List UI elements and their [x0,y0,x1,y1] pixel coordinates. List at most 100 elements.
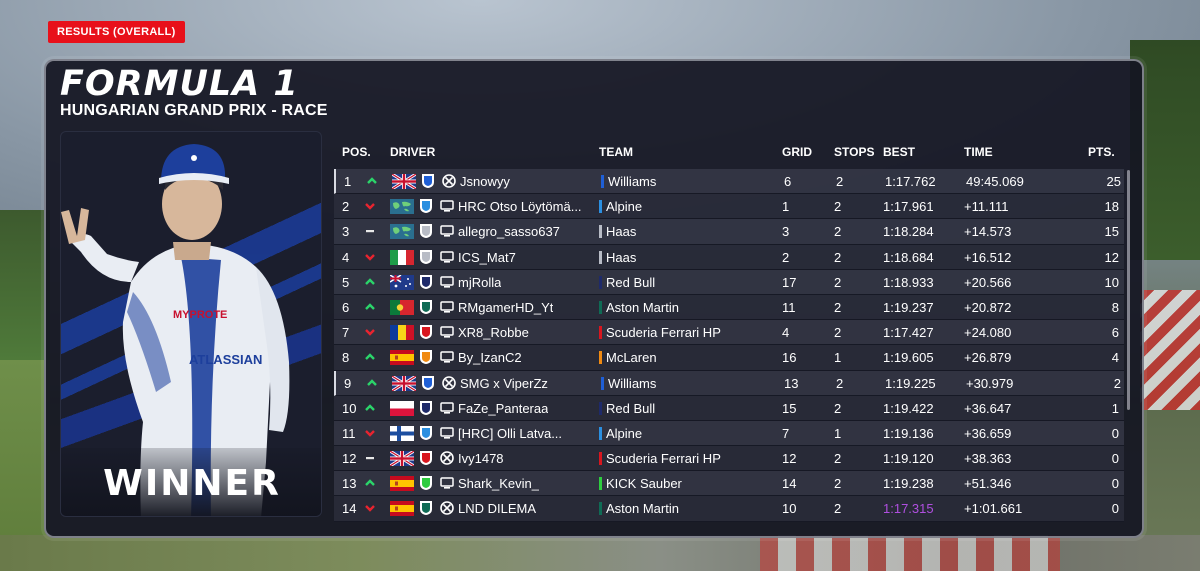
team-color-bar [599,300,602,314]
flag-world-icon [390,224,414,240]
col-time: TIME [964,145,993,159]
table-row[interactable]: 10 FaZe_Panteraa Red Bull 15 2 1:19.422 … [334,395,1124,421]
position-down-icon [364,200,376,212]
race-time: +24.080 [964,325,1012,341]
table-body: 1 Jsnowyy Williams 6 2 1:17.762 49:45.06… [334,169,1129,522]
f1-logo: FORMULA 1 [60,64,299,104]
grid-position: 1 [782,199,790,215]
points: 18 [1104,199,1119,215]
pit-stops: 2 [834,501,842,517]
pit-stops: 2 [834,400,842,416]
xbox-icon [440,451,454,465]
team-name: Alpine [606,425,643,441]
table-row[interactable]: 6 RMgamerHD_Yt Aston Martin 11 2 1:19.23… [334,294,1124,321]
flag-australia-icon [389,274,414,290]
position-up-icon [364,402,376,414]
best-lap: 1:17.762 [885,174,936,189]
flag-poland-icon [390,400,414,416]
team-name: McLaren [606,350,657,366]
winner-card: MYPROTE ATLASSIAN WINNER [60,131,322,517]
table-row[interactable]: 7 XR8_Robbe Scuderia Ferrari HP 4 2 1:17… [334,320,1124,346]
driver-name: Shark_Kevin_ [458,476,539,492]
table-row[interactable]: 8 By_IzanC2 McLaren 16 1 1:19.605 +26.87… [334,345,1124,371]
position-down-icon [364,251,376,263]
position: 6 [342,299,350,315]
position-up-icon [366,175,378,187]
position: 11 [342,425,356,441]
table-row[interactable]: 11 [HRC] Olli Latva... Alpine 7 1 1:19.1… [334,420,1124,447]
team-name: Aston Martin [606,299,679,315]
table-row[interactable]: 2 HRC Otso Löytömä... Alpine 1 2 1:17.96… [334,194,1124,220]
team-name: Red Bull [606,274,656,290]
table-row[interactable]: 1 Jsnowyy Williams 6 2 1:17.762 49:45.06… [334,169,1124,195]
grid-position: 11 [782,299,796,315]
flag-spain-icon [390,350,414,366]
race-time: +30.979 [966,375,1014,391]
team-badge-icon [418,223,434,239]
position: 4 [342,249,350,265]
position: 13 [342,476,357,492]
table-scrollbar[interactable] [1127,170,1130,410]
table-row[interactable]: 4 ICS_Mat7 Haas 2 2 1:18.684 +16.512 12 [334,244,1124,270]
pit-stops: 2 [836,174,844,189]
race-time: +51.346 [964,476,1012,492]
points: 6 [1111,325,1119,341]
flag-portugal-icon [390,299,414,315]
pc-icon [440,476,454,490]
team-color-bar [601,175,604,188]
best-lap: 1:18.933 [883,274,934,290]
driver-name: ICS_Mat7 [458,249,516,265]
table-row[interactable]: 5 mjRolla Red Bull 17 2 1:18.933 +20.566… [334,269,1124,295]
team-color-bar [599,502,602,516]
pit-stops: 2 [834,274,842,290]
table-row[interactable]: 13 Shark_Kevin_ KICK Sauber 14 2 1:19.23… [334,471,1124,497]
pc-icon [440,426,454,440]
race-time: +1:01.661 [964,501,1023,517]
grid-position: 7 [782,425,790,441]
position: 9 [344,375,352,391]
team-name: Haas [606,249,637,265]
team-badge-icon [418,198,434,214]
position-down-icon [364,326,376,338]
trees-left [0,210,50,360]
driver-name: mjRolla [458,274,502,290]
race-time: +36.647 [964,400,1012,416]
table-row[interactable]: 3 allegro_sasso637 Haas 3 2 1:18.284 +14… [334,219,1124,245]
pit-stops: 2 [834,299,842,315]
position: 12 [342,451,357,467]
team-color-bar [599,452,602,466]
position-same-icon [364,225,376,237]
driver-name: SMG x ViperZz [460,375,548,391]
best-lap: 1:19.237 [883,299,934,315]
position-up-icon [366,377,378,389]
points: 0 [1111,451,1119,467]
col-stops: STOPS [834,145,875,159]
table-header: POS. DRIVER TEAM GRID STOPS BEST TIME PT… [334,140,1129,166]
xbox-icon [440,501,454,516]
flag-italy-icon [390,249,414,265]
position: 10 [342,400,357,416]
best-lap: 1:19.422 [883,400,934,416]
pc-icon [440,199,454,213]
team-color-bar [599,200,602,214]
team-color-bar [599,426,602,440]
table-row[interactable]: 12 Ivy1478 Scuderia Ferrari HP 12 2 1:19… [334,446,1124,472]
position: 5 [342,274,350,290]
table-row[interactable]: 14 LND DILEMA Aston Martin 10 2 1:17.315… [334,496,1124,522]
best-lap: 1:18.284 [883,224,934,240]
pit-stops: 2 [834,451,842,467]
flag-uk-icon [389,449,415,468]
team-name: Aston Martin [606,501,679,517]
team-color-bar [599,225,602,239]
team-name: Williams [608,174,657,189]
team-color-bar [599,250,602,264]
table-row[interactable]: 9 SMG x ViperZz Williams 13 2 1:19.225 +… [334,370,1124,396]
race-time: +20.872 [964,299,1012,315]
race-time: +26.879 [964,350,1012,366]
kerb-right [1140,290,1200,410]
driver-name: allegro_sasso637 [458,224,560,240]
pit-stops: 1 [834,350,842,366]
col-pos: POS. [342,145,371,159]
pit-stops: 1 [834,425,842,441]
best-lap: 1:19.225 [885,375,936,391]
